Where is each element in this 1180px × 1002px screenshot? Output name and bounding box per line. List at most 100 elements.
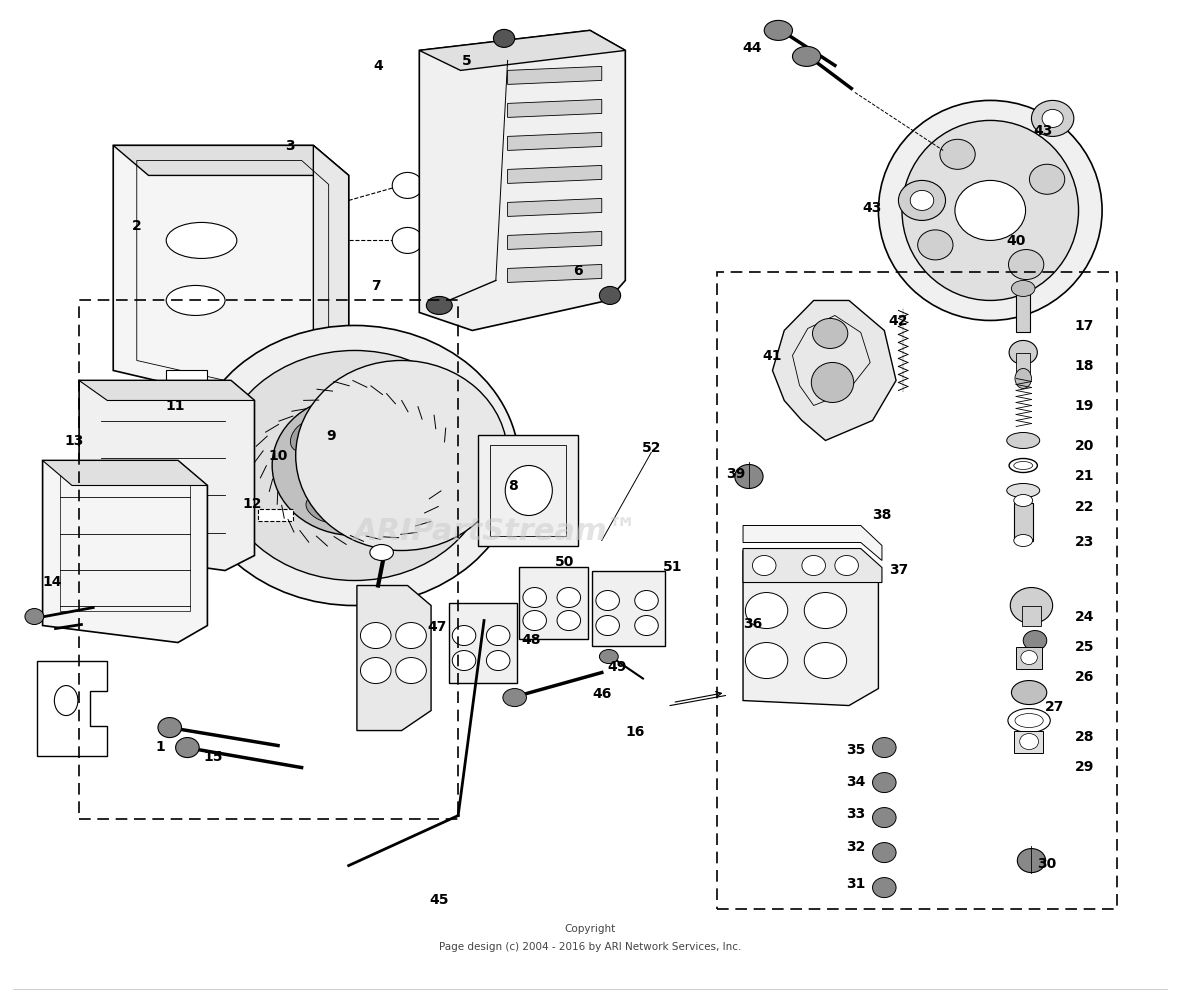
Text: 22: 22 (1075, 499, 1094, 513)
Bar (1016, 294, 1030, 333)
Bar (1016, 354, 1030, 376)
Text: 14: 14 (42, 574, 61, 588)
Ellipse shape (158, 717, 182, 737)
Text: 11: 11 (166, 399, 185, 413)
Ellipse shape (219, 351, 490, 581)
Text: 44: 44 (742, 41, 762, 55)
Bar (592, 571, 666, 646)
Text: 8: 8 (509, 479, 518, 493)
Polygon shape (743, 549, 881, 583)
Ellipse shape (314, 431, 395, 501)
Ellipse shape (505, 466, 552, 516)
Ellipse shape (1011, 681, 1047, 704)
Ellipse shape (918, 230, 953, 261)
Ellipse shape (306, 496, 346, 523)
Ellipse shape (523, 611, 546, 631)
Ellipse shape (557, 611, 581, 631)
Polygon shape (356, 586, 431, 730)
Polygon shape (507, 133, 602, 151)
Ellipse shape (1009, 341, 1037, 365)
Ellipse shape (557, 588, 581, 608)
Ellipse shape (805, 643, 846, 679)
Ellipse shape (1031, 101, 1074, 137)
Text: 27: 27 (1045, 698, 1064, 712)
Text: 7: 7 (371, 280, 381, 294)
Text: 30: 30 (1037, 856, 1056, 870)
Polygon shape (419, 31, 625, 331)
Text: 38: 38 (872, 507, 892, 521)
Ellipse shape (360, 623, 391, 649)
Polygon shape (743, 551, 878, 705)
Text: 45: 45 (430, 892, 450, 906)
Text: 20: 20 (1075, 439, 1094, 453)
Ellipse shape (765, 21, 793, 41)
Polygon shape (42, 461, 208, 643)
Text: 49: 49 (608, 659, 627, 673)
Polygon shape (79, 381, 255, 401)
Ellipse shape (395, 658, 426, 683)
Ellipse shape (835, 556, 858, 576)
Text: 24: 24 (1075, 609, 1094, 623)
Text: 40: 40 (1007, 234, 1025, 248)
Ellipse shape (813, 320, 847, 349)
Text: 23: 23 (1075, 534, 1094, 548)
Ellipse shape (1020, 733, 1038, 749)
Text: 29: 29 (1075, 759, 1094, 773)
Ellipse shape (1011, 282, 1035, 298)
Ellipse shape (25, 609, 44, 625)
Ellipse shape (369, 545, 393, 561)
Text: 2: 2 (132, 219, 142, 233)
Text: 52: 52 (642, 441, 661, 455)
Polygon shape (507, 166, 602, 184)
Polygon shape (507, 100, 602, 118)
Ellipse shape (392, 228, 422, 255)
Text: 33: 33 (846, 806, 866, 820)
Text: 13: 13 (65, 434, 84, 448)
Polygon shape (507, 266, 602, 284)
Polygon shape (284, 146, 348, 411)
Text: 50: 50 (555, 554, 573, 568)
Text: Page design (c) 2004 - 2016 by ARI Network Services, Inc.: Page design (c) 2004 - 2016 by ARI Netwo… (439, 941, 741, 951)
Ellipse shape (452, 651, 476, 671)
Polygon shape (507, 199, 602, 217)
Text: 3: 3 (286, 139, 295, 153)
Ellipse shape (812, 363, 853, 403)
Ellipse shape (166, 287, 225, 317)
Ellipse shape (486, 626, 510, 646)
Ellipse shape (1023, 631, 1047, 651)
Ellipse shape (273, 396, 437, 536)
Ellipse shape (910, 191, 933, 211)
Ellipse shape (753, 556, 776, 576)
Ellipse shape (1029, 165, 1064, 195)
Bar (478, 436, 578, 546)
Bar (519, 567, 588, 639)
Ellipse shape (793, 47, 821, 67)
Ellipse shape (1009, 250, 1044, 281)
Ellipse shape (452, 626, 476, 646)
Polygon shape (113, 146, 348, 411)
Polygon shape (42, 461, 208, 486)
Text: 28: 28 (1075, 728, 1094, 742)
Ellipse shape (955, 181, 1025, 241)
Bar (79, 302, 458, 819)
Polygon shape (743, 526, 881, 561)
Polygon shape (419, 31, 625, 71)
Ellipse shape (395, 623, 426, 649)
Ellipse shape (426, 298, 452, 316)
Text: 42: 42 (889, 315, 909, 328)
Ellipse shape (1010, 588, 1053, 624)
Ellipse shape (872, 808, 896, 828)
Ellipse shape (872, 843, 896, 863)
Text: 9: 9 (326, 429, 336, 443)
Text: 37: 37 (889, 562, 909, 576)
Ellipse shape (805, 593, 846, 629)
Ellipse shape (391, 425, 422, 459)
Ellipse shape (360, 658, 391, 683)
Polygon shape (113, 146, 348, 176)
Polygon shape (37, 661, 107, 756)
Ellipse shape (599, 288, 621, 306)
Ellipse shape (290, 420, 324, 452)
Text: 46: 46 (592, 685, 611, 699)
Ellipse shape (940, 140, 975, 170)
Ellipse shape (1042, 110, 1063, 128)
